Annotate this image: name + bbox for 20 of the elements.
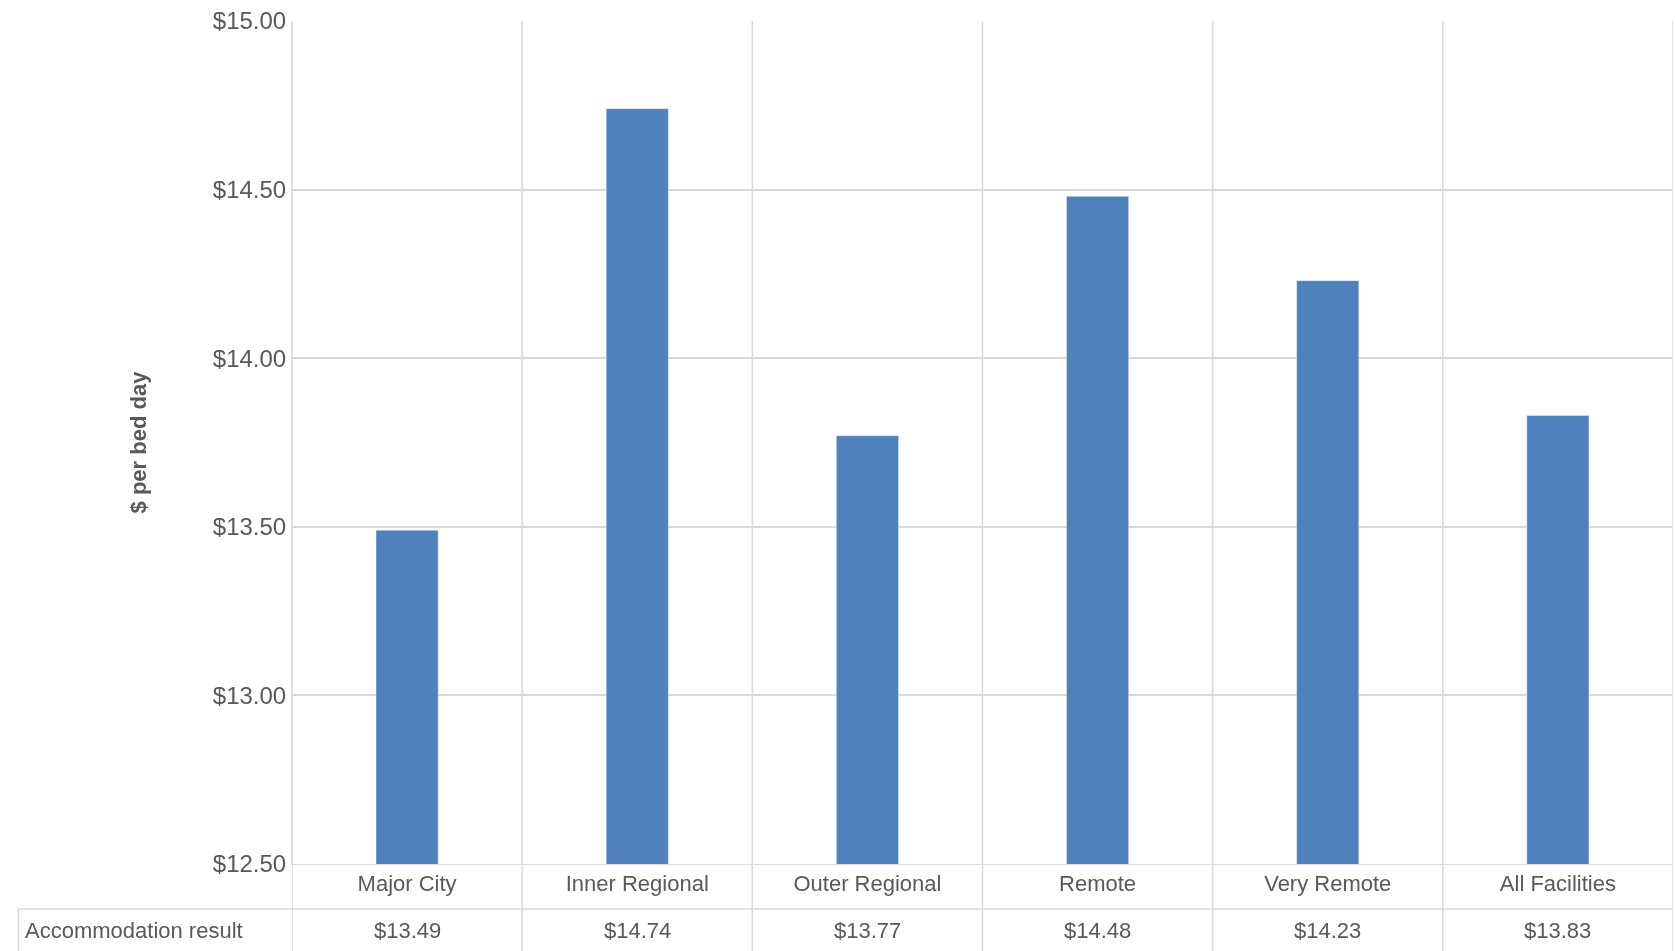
y-tick-label: $14.50	[212, 176, 287, 203]
x-tick-label: All Facilities	[1499, 871, 1616, 897]
x-tick-label: Major City	[357, 871, 457, 897]
y-tick-label: $13.00	[212, 681, 287, 709]
y-tick-label: $14.00	[212, 344, 287, 372]
x-tick-label: Outer Regional	[793, 871, 942, 897]
x-tick-label: Very Remote	[1264, 871, 1392, 897]
y-tick-label: $13.50	[212, 513, 287, 541]
data-label: $14.74	[604, 918, 672, 943]
x-tick-label: Inner Regional	[565, 871, 709, 897]
text: Accommodation result	[25, 918, 243, 943]
data-label: $14.23	[1294, 918, 1362, 943]
x-tick-label: Remote	[1059, 871, 1137, 897]
y-tick-label: $12.50	[212, 850, 287, 878]
data-label: $13.77	[834, 918, 902, 943]
data-label: $13.83	[1524, 918, 1592, 943]
y-axis-title: $ per bed day	[125, 370, 151, 514]
y-tick-label: $15.00	[212, 7, 287, 35]
data-label: $13.49	[374, 918, 442, 943]
data-label: $14.48	[1064, 918, 1132, 943]
